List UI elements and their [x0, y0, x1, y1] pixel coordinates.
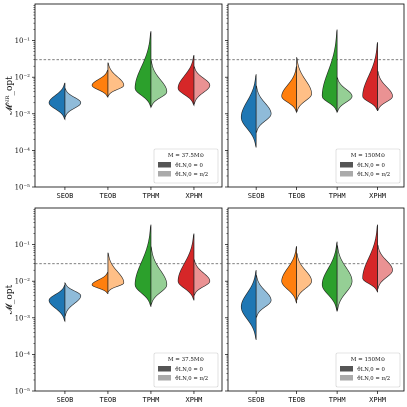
x-tick-label: TEOB [288, 192, 305, 200]
y-tick-label: 10⁻³ [15, 110, 31, 118]
y-tick-label: 10⁻³ [15, 314, 31, 322]
violin-teob-theta0 [281, 246, 297, 304]
x-tick-label: SEOB [248, 396, 265, 404]
violin-tphm-theta-pi2 [336, 76, 353, 114]
violin-tphm-theta-pi2 [336, 244, 353, 312]
violin-xphm-theta0 [177, 55, 195, 107]
violin-seob-theta-pi2 [64, 88, 82, 119]
y-tick-label: 10⁻⁵ [15, 388, 31, 396]
violin-seob-theta-pi2 [255, 85, 272, 134]
legend-label: ϑLN,0 = 0 [357, 163, 385, 169]
legend-label: ϑLN,0 = 0 [175, 163, 203, 169]
y-tick-label: 10⁻² [15, 278, 31, 286]
x-tick-label: TPHM [329, 192, 346, 200]
violin-tphm-theta-pi2 [150, 246, 168, 306]
x-tick-label: SEOB [248, 192, 265, 200]
violin-seob-theta0 [240, 74, 257, 148]
y-tick-label: 10⁻¹ [15, 241, 31, 249]
y-tick-label: 10⁻² [15, 74, 31, 82]
legend-label: ϑLN,0 = π/2 [357, 172, 390, 178]
x-tick-label: TEOB [100, 396, 117, 404]
legend-label: ϑLN,0 = π/2 [175, 376, 208, 382]
legend-swatch [340, 375, 353, 381]
y-axis-label: 𝓜_opt [5, 284, 15, 314]
y-tick-label: 10⁻⁴ [15, 147, 31, 155]
violin-tphm-theta-pi2 [150, 59, 168, 109]
legend-label: ϑLN,0 = π/2 [175, 172, 208, 178]
violin-teob-theta0 [281, 66, 297, 114]
legend-swatch [158, 375, 171, 381]
legend-label: ϑLN,0 = 0 [357, 367, 385, 373]
x-tick-label: SEOB [56, 192, 73, 200]
violin-teob-theta-pi2 [296, 252, 312, 301]
violin-xphm-theta0 [362, 42, 378, 112]
violin-seob-theta0 [48, 284, 66, 323]
violin-xphm-theta-pi2 [377, 244, 393, 290]
legend-swatch [158, 171, 171, 177]
violin-teob-theta0 [91, 69, 109, 98]
x-tick-label: TEOB [100, 192, 117, 200]
panel-bottom-right: SEOB TEOB TPHM XPHM M = 150M⊙ ϑLN,0 = 0 ϑLN,0 … [225, 207, 405, 404]
y-tick-label: 10⁻⁵ [15, 184, 31, 192]
x-tick-label: XPHM [186, 396, 203, 404]
x-tick-label: TPHM [143, 192, 160, 200]
violin-xphm-theta-pi2 [193, 65, 211, 106]
x-tick-label: TEOB [288, 396, 305, 404]
legend-swatch [340, 171, 353, 177]
y-axis-label: 𝓜ᴺᴿ_opt [5, 76, 15, 115]
violin-tphm-theta0 [321, 241, 338, 312]
legend-title: M = 37.5M⊙ [168, 153, 204, 159]
x-tick-label: TPHM [329, 396, 346, 404]
legend-title: M = 150M⊙ [351, 153, 385, 159]
legend-label: ϑLN,0 = π/2 [357, 376, 390, 382]
violin-xphm-theta0 [362, 224, 378, 293]
x-tick-label: TPHM [143, 396, 160, 404]
y-tick-label: 10⁻⁴ [15, 351, 31, 359]
legend-title: M = 37.5M⊙ [168, 357, 204, 363]
violin-teob-theta0 [91, 271, 109, 295]
panel-top-left: 10⁻⁵ 10⁻⁴ 10⁻³ 10⁻² 10⁻¹ 𝓜ᴺᴿ_opt SEOB TEOB TPHM X… [5, 3, 223, 200]
violin-xphm-theta-pi2 [193, 258, 211, 296]
legend-swatch [158, 366, 171, 372]
violin-seob-theta-pi2 [64, 282, 82, 318]
violin-teob-theta-pi2 [296, 57, 312, 113]
violin-xphm-theta0 [177, 233, 195, 301]
x-tick-label: XPHM [186, 192, 203, 200]
x-tick-label: XPHM [369, 192, 386, 200]
violin-tphm-theta0 [134, 31, 152, 108]
legend-swatch [340, 162, 353, 168]
violin-seob-theta0 [240, 270, 257, 340]
panel-top-right: SEOB TEOB TPHM XPHM M = 150M⊙ ϑLN,0 = 0 ϑLN,0 … [225, 3, 405, 200]
x-tick-label: SEOB [56, 396, 73, 404]
violin-xphm-theta-pi2 [377, 70, 393, 112]
legend-swatch [158, 162, 171, 168]
legend-label: ϑLN,0 = 0 [175, 367, 203, 373]
legend-title: M = 150M⊙ [351, 357, 385, 363]
violin-seob-theta-pi2 [255, 274, 272, 319]
violin-teob-theta-pi2 [107, 252, 125, 294]
panel-bottom-left: 10⁻⁵ 10⁻⁴ 10⁻³ 10⁻² 10⁻¹ 𝓜_opt SEOB TEOB TPHM XPH… [5, 207, 223, 404]
violin-tphm-theta0 [321, 29, 338, 113]
legend-swatch [340, 366, 353, 372]
x-tick-label: XPHM [369, 396, 386, 404]
violin-tphm-theta0 [134, 224, 152, 307]
violin-seob-theta0 [48, 82, 66, 121]
y-tick-label: 10⁻¹ [15, 37, 31, 45]
violin-teob-theta-pi2 [107, 62, 125, 98]
